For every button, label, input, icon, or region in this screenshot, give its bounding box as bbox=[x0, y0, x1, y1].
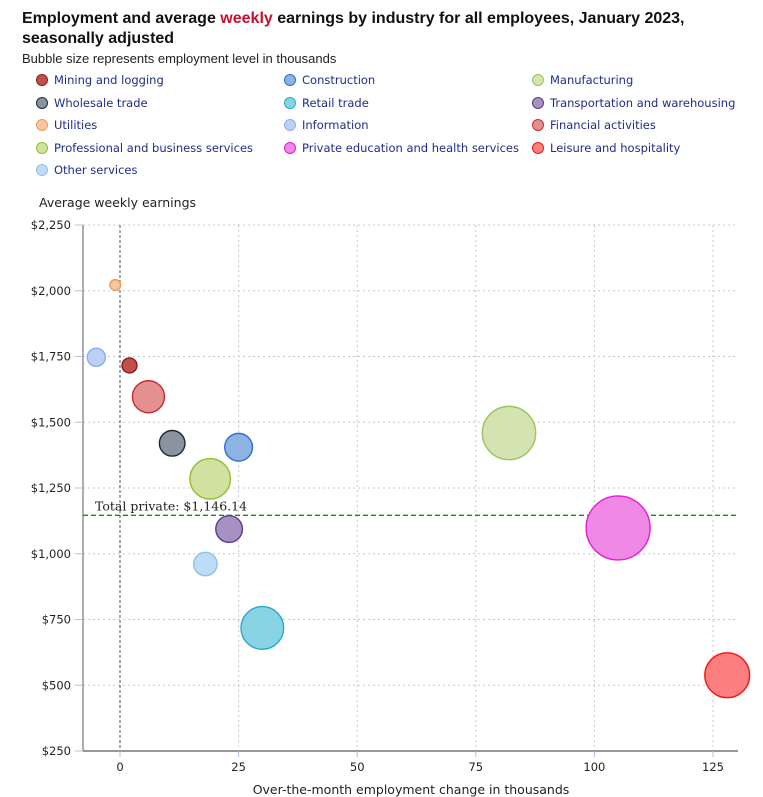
title-part-3: earnings by industry for all employees, … bbox=[22, 10, 685, 47]
legend-item[interactable]: Utilities bbox=[36, 118, 97, 132]
ticks: $250 $500 $750 $1,000 $1,250 $1,500 $1,750 $2,0… bbox=[31, 218, 724, 774]
bubble-other-services[interactable] bbox=[192, 551, 218, 577]
y-tick-label: $2,000 bbox=[31, 284, 71, 298]
grid bbox=[83, 224, 738, 751]
bubbles bbox=[86, 278, 751, 699]
legend-item[interactable]: Leisure and hospitality bbox=[532, 141, 680, 155]
bubble-information[interactable] bbox=[86, 347, 107, 368]
y-tick-label: $1,000 bbox=[31, 547, 71, 561]
x-tick-label: 50 bbox=[350, 760, 365, 774]
legend-label: Leisure and hospitality bbox=[550, 140, 681, 155]
y-axis-label: Average weekly earnings bbox=[39, 195, 196, 210]
legend-swatch-icon bbox=[532, 74, 544, 86]
legend-label: Utilities bbox=[54, 118, 98, 132]
legend-item[interactable]: Transportation and warehousing bbox=[532, 96, 735, 110]
bubble-private-education-and-health-services[interactable] bbox=[585, 495, 651, 561]
legend-label: Manufacturing bbox=[550, 73, 634, 87]
legend-swatch-icon bbox=[36, 96, 48, 109]
bubble-manufacturing[interactable] bbox=[481, 405, 537, 461]
legend-label: Information bbox=[302, 118, 369, 132]
y-tick-label: $1,500 bbox=[31, 415, 71, 429]
legend-swatch-icon bbox=[532, 96, 544, 109]
legend-item[interactable]: Professional and business services bbox=[36, 141, 253, 155]
legend-swatch-icon bbox=[36, 141, 48, 154]
legend-item[interactable]: Financial activities bbox=[532, 118, 656, 132]
legend-item[interactable]: Information bbox=[284, 118, 369, 132]
y-tick-label: $750 bbox=[42, 613, 71, 627]
legend-label: Construction bbox=[302, 73, 376, 87]
x-tick-label: 25 bbox=[231, 760, 246, 774]
x-tick-label: 75 bbox=[468, 760, 483, 774]
y-tick-label: $500 bbox=[42, 678, 71, 692]
title-highlight: weekly bbox=[220, 10, 273, 27]
bubble-mining-and-logging[interactable] bbox=[121, 357, 138, 374]
legend-label: Mining and logging bbox=[54, 73, 164, 87]
legend-label: Financial activities bbox=[550, 118, 656, 132]
legend-item[interactable]: Mining and logging bbox=[36, 73, 164, 87]
legend-item[interactable]: Retail trade bbox=[284, 96, 369, 110]
legend-item[interactable]: Private education and health services bbox=[284, 141, 519, 155]
legend-swatch-icon bbox=[284, 74, 296, 86]
legend-item[interactable]: Manufacturing bbox=[532, 73, 633, 87]
bubble-financial-activities[interactable] bbox=[131, 380, 166, 414]
y-tick-label: $2,250 bbox=[31, 218, 71, 232]
x-tick-label: 100 bbox=[583, 760, 605, 774]
bubble-wholesale-trade[interactable] bbox=[158, 429, 186, 457]
legend-label: Professional and business services bbox=[54, 140, 254, 155]
title-part-1: Employment and average bbox=[22, 10, 221, 27]
x-tick-label: 125 bbox=[702, 760, 724, 774]
legend-swatch-icon bbox=[532, 141, 544, 154]
x-axis-label: Over-the-month employment change in thou… bbox=[253, 782, 570, 797]
chart-subtitle: Bubble size represents employment level … bbox=[22, 51, 337, 66]
legend-swatch-icon bbox=[532, 119, 544, 131]
legend-swatch-icon bbox=[284, 119, 296, 131]
bubble-construction[interactable] bbox=[224, 432, 254, 462]
chart-title: Employment and average weekly earnings b… bbox=[22, 9, 742, 49]
bubble-leisure-and-hospitality[interactable] bbox=[704, 652, 751, 699]
y-tick-label: $1,750 bbox=[31, 350, 71, 364]
legend-label: Other services bbox=[54, 163, 138, 177]
bubble-retail-trade[interactable] bbox=[240, 605, 285, 650]
legend-item[interactable]: Wholesale trade bbox=[36, 96, 148, 110]
legend-item[interactable]: Other services bbox=[36, 163, 138, 177]
legend-swatch-icon bbox=[36, 164, 48, 176]
legend-label: Transportation and warehousing bbox=[550, 95, 736, 110]
legend-label: Retail trade bbox=[302, 95, 369, 110]
reference-line-label: Total private: $1,146.14 bbox=[95, 498, 247, 513]
legend-swatch-icon bbox=[36, 74, 48, 86]
x-tick-label: 0 bbox=[116, 760, 123, 774]
bubble-utilities[interactable] bbox=[109, 278, 122, 291]
bubble-transportation-and-warehousing[interactable] bbox=[215, 514, 244, 544]
legend-swatch-icon bbox=[36, 119, 48, 131]
y-tick-label: $250 bbox=[42, 744, 71, 758]
legend-swatch-icon bbox=[284, 96, 296, 109]
legend-label: Wholesale trade bbox=[54, 95, 148, 110]
legend-label: Private education and health services bbox=[302, 140, 520, 155]
legend-item[interactable]: Construction bbox=[284, 73, 375, 87]
legend-swatch-icon bbox=[284, 141, 296, 154]
bubble-professional-and-business-services[interactable] bbox=[189, 457, 232, 500]
y-tick-label: $1,250 bbox=[31, 481, 71, 495]
